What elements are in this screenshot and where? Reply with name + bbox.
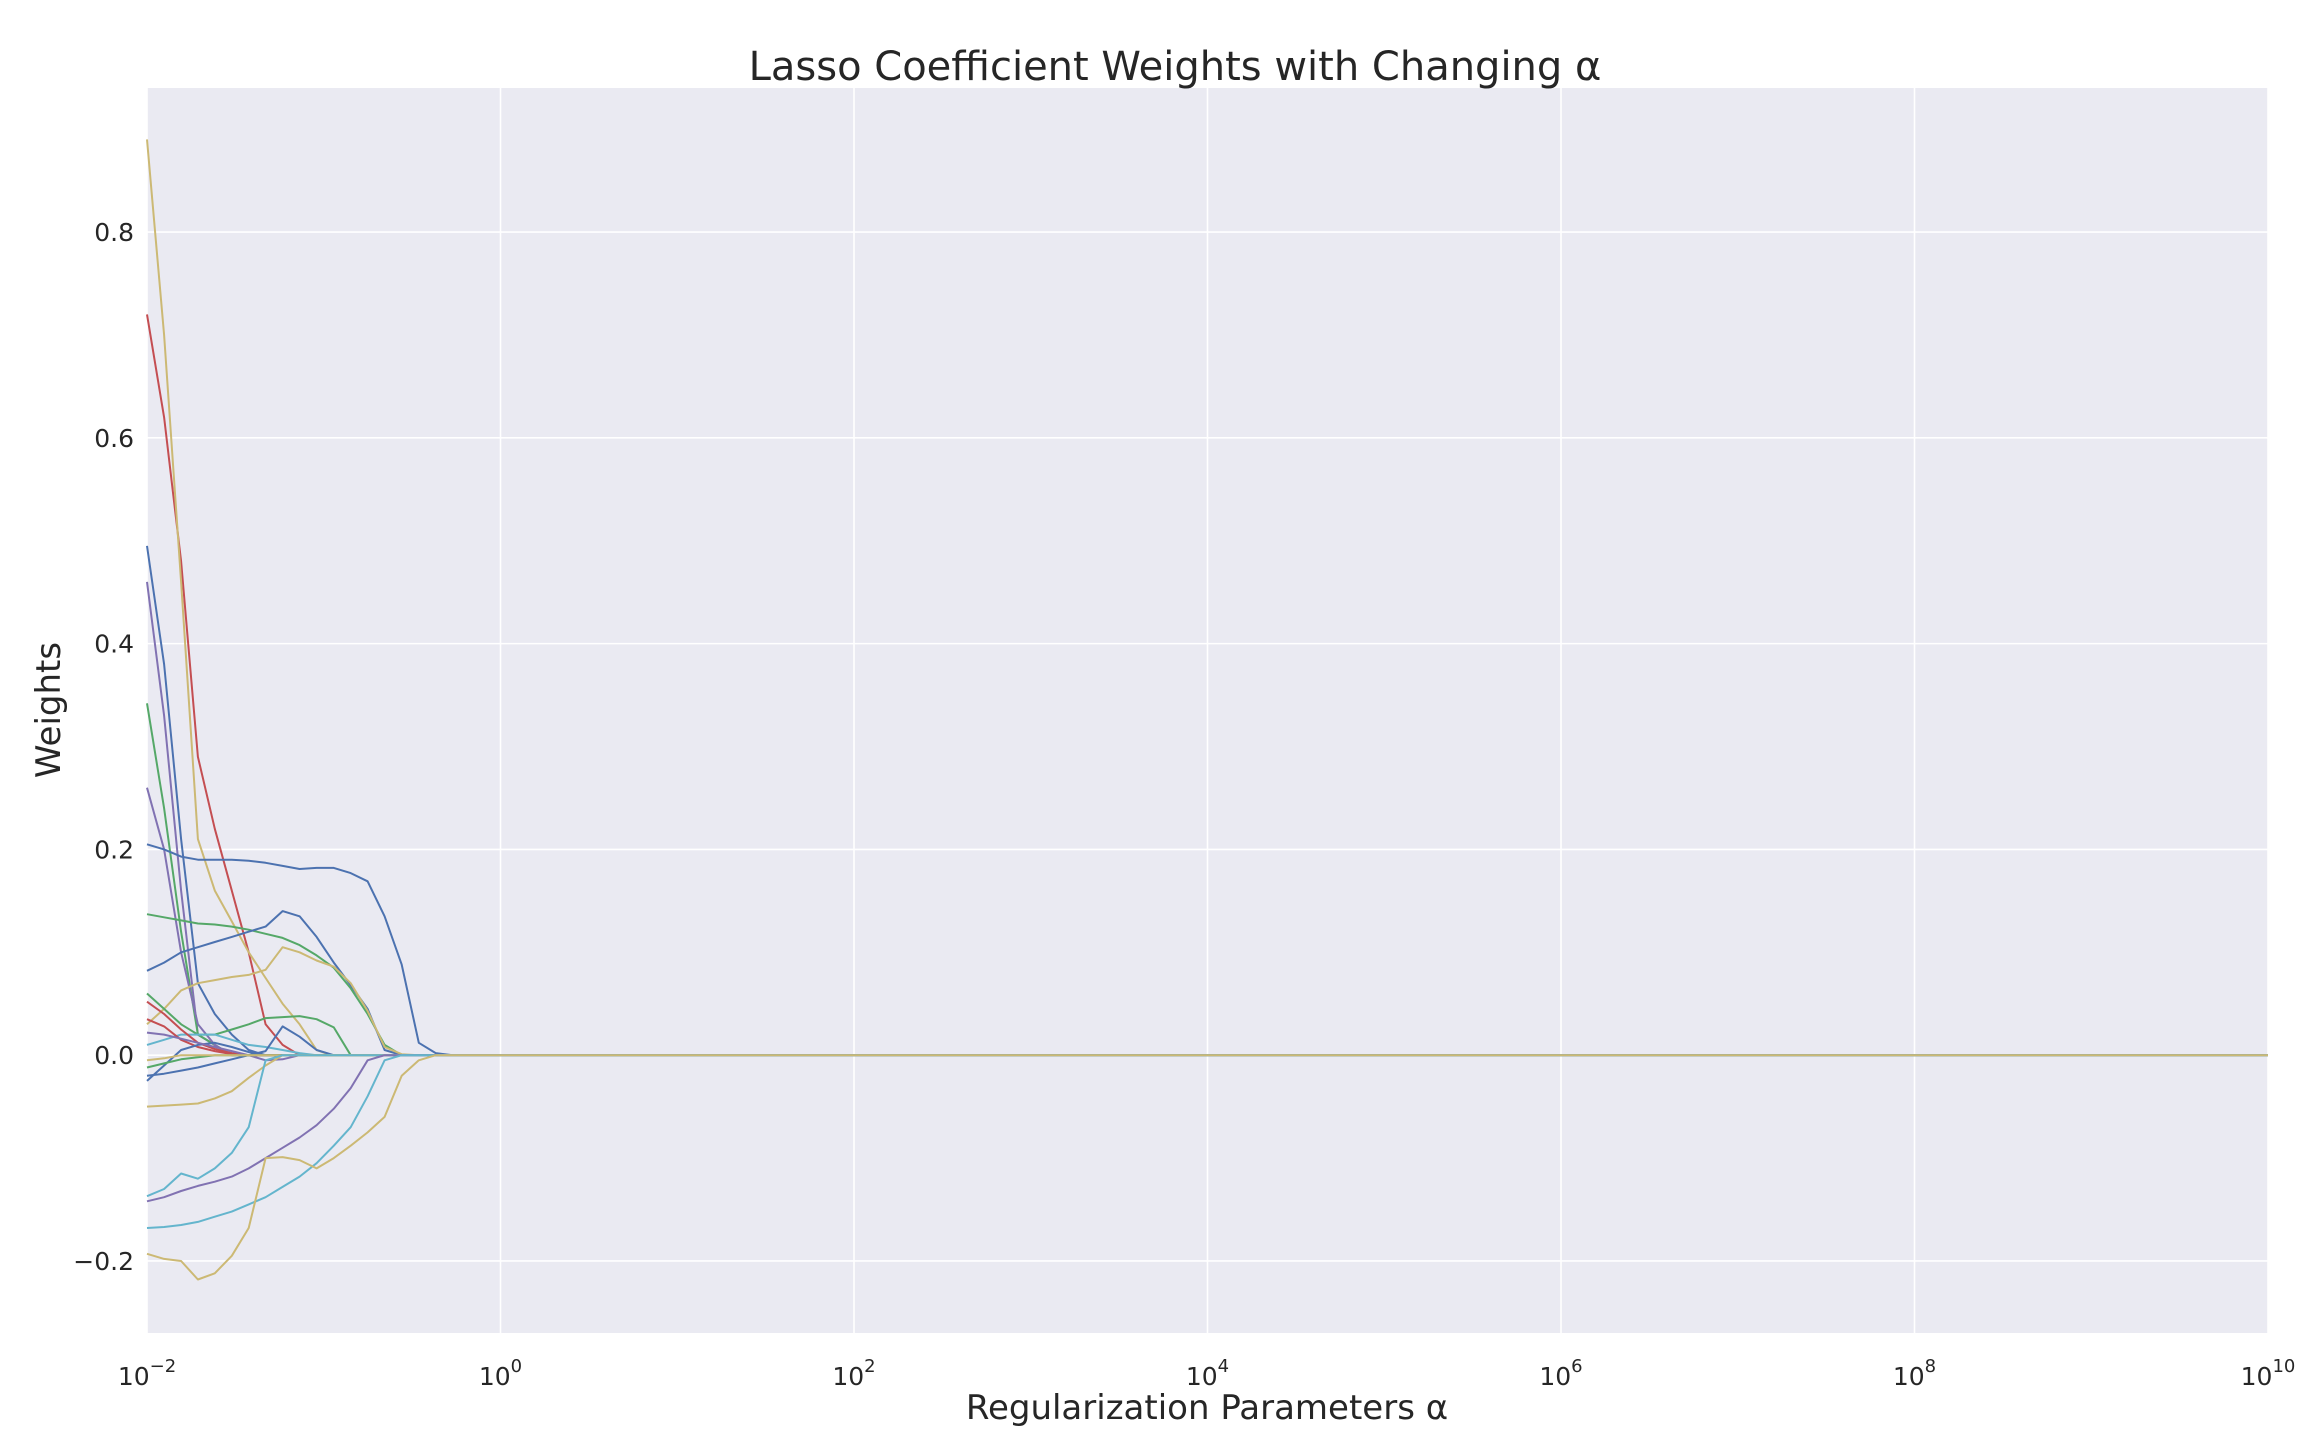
x-tick-label: 106	[1539, 1356, 1582, 1391]
y-tick-label: −0.2	[73, 1247, 134, 1276]
y-tick-labels: −0.2 0.0 0.2 0.4 0.6 0.8	[73, 218, 134, 1276]
series-lines	[146, 139, 2268, 1281]
y-tick-label: 0.8	[94, 218, 134, 247]
series-line-7	[146, 843, 2268, 1057]
y-tick-label: 0.2	[94, 835, 134, 864]
x-tick-label: 104	[1186, 1356, 1229, 1391]
chart-title: Lasso Coefficient Weights with Changing …	[749, 44, 1602, 90]
series-line-11	[146, 992, 2268, 1057]
x-tick-label: 100	[479, 1356, 522, 1391]
x-tick-labels: 10−2 100 102 104 106 108 1010	[118, 1356, 2296, 1391]
y-tick-label: 0.6	[94, 424, 134, 453]
series-line-23	[146, 1054, 2268, 1229]
x-tick-label: 10−2	[118, 1356, 176, 1391]
series-line-24	[146, 1054, 2268, 1281]
x-tick-label: 108	[1893, 1356, 1936, 1391]
x-tick-label: 102	[832, 1356, 875, 1391]
y-tick-label: 0.0	[94, 1041, 134, 1070]
series-line-9	[146, 910, 2268, 1057]
series-line-21	[146, 1054, 2268, 1198]
series-line-8	[146, 913, 2268, 1057]
series-line-22	[146, 1054, 2268, 1203]
x-axis-label: Regularization Parameters α	[966, 1388, 1448, 1428]
x-tick-label: 1010	[2241, 1356, 2296, 1391]
y-axis-label: Weights	[29, 642, 69, 778]
y-tick-label: 0.4	[94, 630, 134, 659]
